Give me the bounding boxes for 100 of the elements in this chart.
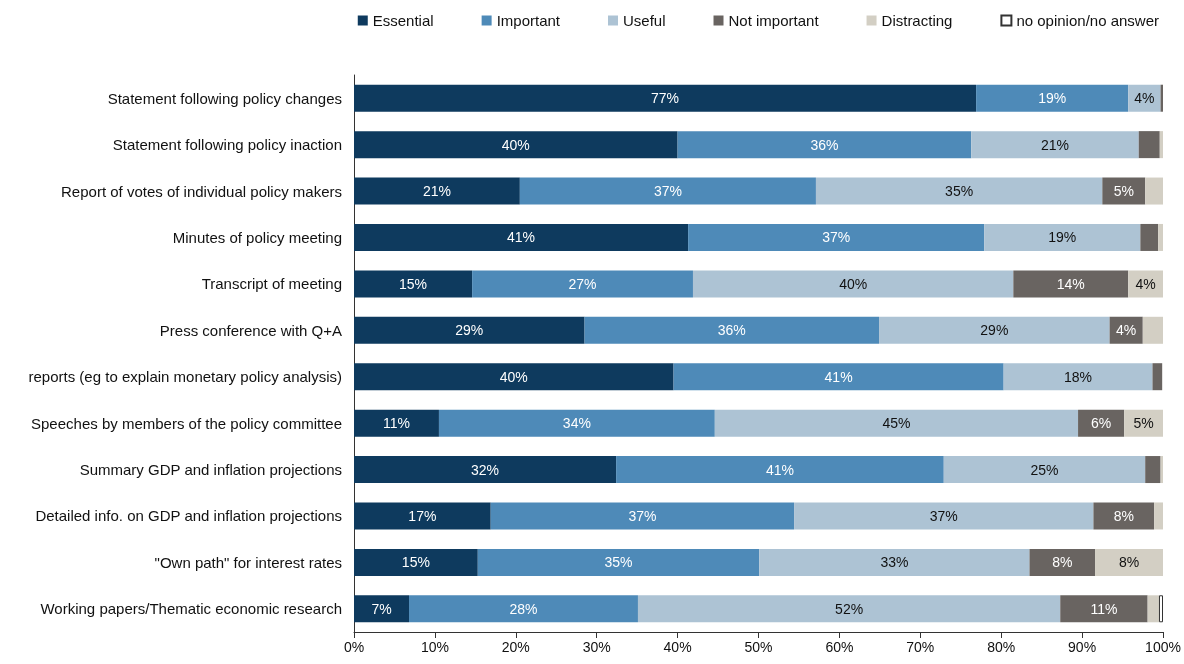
data-label: 7% [371,600,392,617]
y-tick-label: Statement following policy changes [107,89,342,107]
x-tick-label: 90% [1068,639,1097,655]
bar [714,409,1079,437]
legend-label: Not important [728,12,820,29]
data-label: 4% [1134,90,1155,107]
bar [354,316,585,344]
data-label: 36% [717,322,746,339]
bar [354,84,977,112]
data-label: 32% [471,461,500,478]
bar [1159,131,1163,159]
legend-label: Distracting [881,12,953,29]
x-tick-label: 50% [744,639,773,655]
y-tick-label: Transcript of meeting [201,275,342,293]
bar [1142,316,1163,344]
bar [1029,548,1096,576]
bar [1140,223,1159,251]
y-tick-label: Minutes of policy meeting [172,228,342,246]
data-label: 29% [980,322,1009,339]
bar [354,270,473,298]
data-label: 41% [824,368,853,385]
bar [1145,177,1163,205]
x-tick-label: 60% [825,639,854,655]
legend-label: Useful [622,12,666,29]
bar [354,177,520,205]
bar [354,223,689,251]
y-tick-label: reports (eg to explain monetary policy analysis) [28,368,342,386]
data-label: 40% [499,368,528,385]
bar [943,456,1146,484]
bar [409,595,638,623]
data-label: 37% [822,229,851,246]
legend-label: Important [496,12,561,29]
bar [354,363,674,391]
bar [438,409,715,437]
data-label: 4% [1116,322,1137,339]
bar [354,131,678,159]
data-label: 11% [382,415,410,432]
bar [759,548,1030,576]
bar [1158,223,1163,251]
bar [354,548,478,576]
data-label: 35% [945,183,974,200]
bar [490,502,795,530]
bar [637,595,1061,623]
data-label: 15% [399,275,428,292]
data-label: 21% [422,183,451,200]
data-label: 6% [1090,415,1112,432]
legend-label: no opinion/no answer [1016,12,1160,29]
bar [472,270,693,298]
data-label: 34% [562,415,591,432]
bar [673,363,1004,391]
y-tick-label: Speeches by members of the policy committee [31,414,342,432]
y-tick-label: Report of votes of individual policy makers [61,182,342,200]
bar [1138,131,1160,159]
data-label: 35% [604,554,633,571]
x-tick-label: 0% [343,639,365,655]
data-label: 28% [509,600,538,617]
bar [354,502,491,530]
data-label: 40% [501,136,530,153]
bar [971,131,1139,159]
data-label: 14% [1056,275,1085,292]
x-tick-label: 70% [906,639,935,655]
data-label: 8% [1118,554,1140,571]
data-label: 36% [810,136,839,153]
x-tick-label: 20% [501,639,530,655]
data-label: 19% [1048,229,1077,246]
y-tick-label: Detailed info. on GDP and inflation projections [35,507,342,525]
data-label: 8% [1052,554,1073,571]
data-label: 33% [880,554,909,571]
x-tick-label: 10% [420,639,449,655]
bar [1013,270,1129,298]
bar [879,316,1110,344]
bar [354,595,410,623]
data-label: 40% [839,275,868,292]
bar [688,223,985,251]
data-label: 41% [507,229,536,246]
data-label: 45% [882,415,911,432]
bar [1093,502,1155,530]
data-label: 11% [1090,600,1118,617]
y-tick-label: Press conference with Q+A [159,321,342,339]
bar [1095,548,1163,576]
bar [519,177,816,205]
data-label: 77% [651,90,680,107]
data-label: 5% [1133,415,1154,432]
bar [692,270,1014,298]
bar [794,502,1094,530]
x-tick-label: 40% [663,639,692,655]
bar [1158,595,1163,623]
data-label: 37% [628,507,657,524]
y-tick-label: Statement following policy inaction [112,136,342,154]
x-tick-label: 30% [582,639,611,655]
y-tick-label: "Own path" for interest rates [154,553,342,571]
data-label: 21% [1040,136,1070,153]
data-label: 8% [1113,507,1134,524]
bar [677,131,972,159]
data-label: 18% [1064,368,1093,385]
data-label: 29% [455,322,484,339]
bar [815,177,1103,205]
bar [1154,502,1163,530]
bar [1147,595,1159,623]
data-label: 37% [653,183,682,200]
